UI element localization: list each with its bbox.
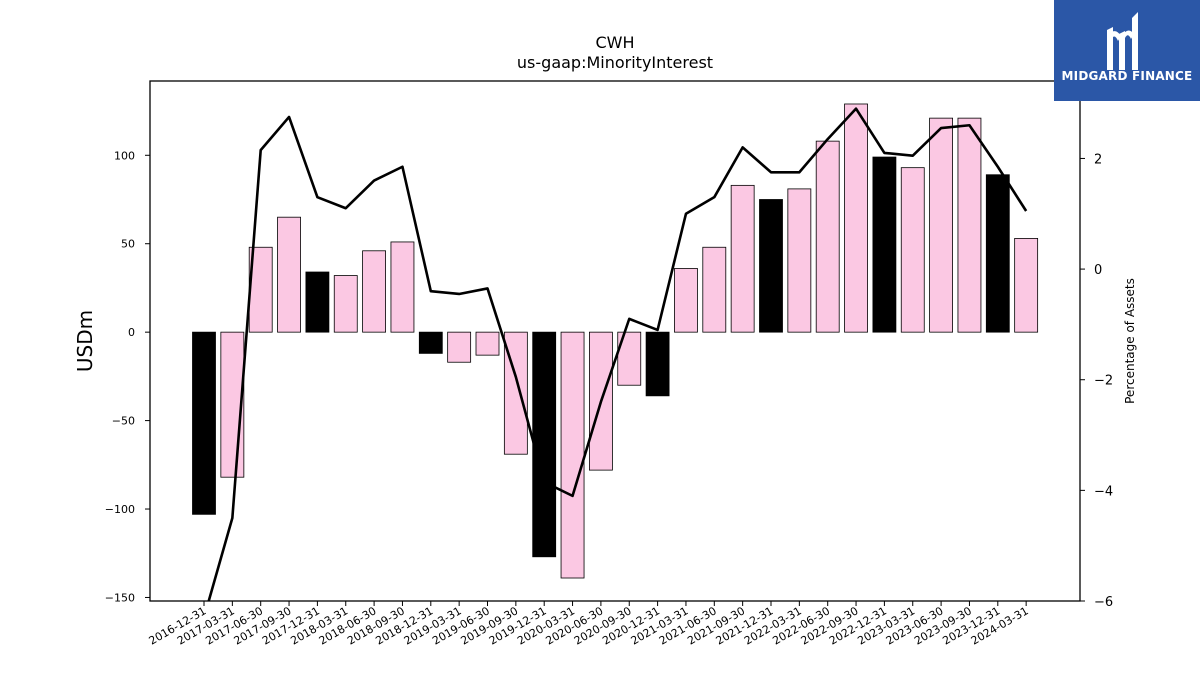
chart-title: CWH	[595, 33, 634, 52]
bar	[957, 117, 982, 333]
bar	[192, 331, 216, 515]
y2-tick-label: −2	[1094, 374, 1113, 389]
line-series-percentage-of-assets	[207, 107, 1028, 601]
bar	[702, 246, 727, 333]
y2-tick-label: 2	[1094, 152, 1102, 167]
bar	[645, 331, 670, 397]
line-group	[207, 107, 1028, 601]
bar	[333, 275, 358, 333]
bars-group	[192, 103, 1039, 579]
bar	[277, 216, 301, 333]
y-tick-label: 0	[128, 326, 135, 339]
bar	[617, 331, 642, 386]
bar	[362, 250, 387, 333]
midgard-logo-icon	[1107, 12, 1138, 70]
y-tick-label: −150	[105, 591, 135, 604]
bar	[674, 268, 698, 333]
bar	[815, 140, 840, 333]
bar	[475, 331, 500, 356]
bar	[730, 184, 755, 333]
bar	[1014, 238, 1039, 333]
y-tick-label: −50	[112, 415, 135, 428]
y2-tick-label: 0	[1094, 263, 1102, 278]
chart-subtitle: us-gaap:MinorityInterest	[517, 53, 713, 72]
bar	[985, 174, 1010, 333]
y2-tick-label: −4	[1094, 484, 1113, 499]
y-tick-label: 100	[114, 149, 135, 162]
logo-text: MIDGARD FINANCE	[1061, 69, 1193, 83]
y2-axis-label: Percentage of Assets	[1123, 278, 1137, 404]
bar	[532, 331, 557, 558]
y2-tick-label: −6	[1094, 595, 1113, 610]
plot-frame	[149, 80, 1081, 602]
bar	[390, 241, 415, 333]
bar	[560, 331, 585, 579]
bar	[872, 156, 897, 333]
y-axis-label: USDm	[73, 310, 97, 372]
bar	[844, 103, 868, 333]
bar	[929, 117, 953, 333]
bar	[418, 331, 443, 354]
y-tick-label: 50	[121, 238, 135, 251]
bar	[787, 188, 812, 333]
bar	[759, 199, 783, 333]
bar	[305, 271, 330, 333]
y-tick-label: −100	[105, 503, 135, 516]
midgard-logo: MIDGARD FINANCE	[1054, 0, 1200, 101]
bar	[447, 331, 472, 363]
bar	[900, 167, 925, 333]
